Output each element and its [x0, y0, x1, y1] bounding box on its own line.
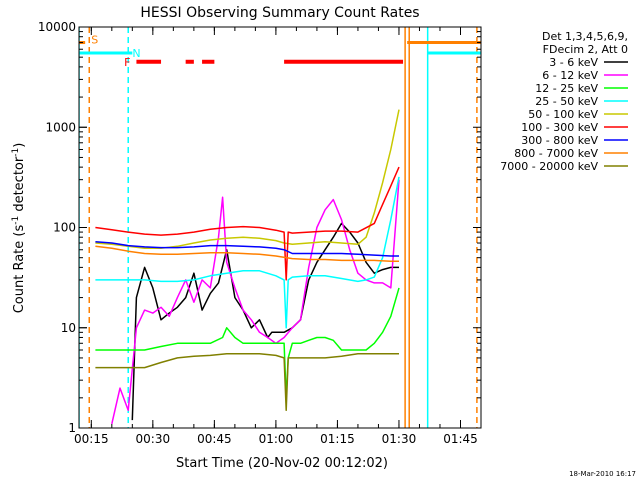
x-tick-label: 01:15	[320, 432, 355, 446]
series-line	[95, 109, 400, 250]
x-tick-label: 01:00	[259, 432, 294, 446]
legend-entry: 100 - 300 keV	[521, 121, 598, 134]
legend-entry: 3 - 6 keV	[549, 56, 598, 69]
y-axis-label-sup: -1	[11, 216, 21, 225]
y-axis-label-mid: detector	[12, 156, 27, 216]
y-tick-label: 10	[61, 321, 76, 335]
data-layer	[79, 27, 481, 428]
legend-entry: 7000 - 20000 keV	[500, 160, 598, 173]
legend-entry: 50 - 100 keV	[528, 108, 598, 121]
x-axis-label: Start Time (20-Nov-02 00:12:02)	[176, 456, 388, 471]
legend-entry: 800 - 7000 keV	[514, 147, 598, 160]
series-line	[95, 245, 399, 263]
y-tick-label: 10000	[38, 20, 76, 34]
series-line	[111, 179, 400, 425]
legend-entry: 12 - 25 keV	[535, 82, 598, 95]
x-tick-label: 01:30	[382, 432, 417, 446]
x-tick-label: 00:45	[197, 432, 232, 446]
x-tick-label: 00:30	[136, 432, 171, 446]
y-axis-label-prefix: Count Rate (s	[12, 225, 27, 314]
plot-area: 1 10 100 1000 10000 00:15 00:30 00:45 01:00 01:15…	[38, 20, 482, 446]
y-axis-label-sup2: -1	[11, 148, 21, 157]
x-tick-label: 01:45	[443, 432, 478, 446]
series-line	[95, 287, 400, 399]
legend-entry: 6 - 12 keV	[542, 69, 598, 82]
legend-header: FDecim 2, Att 0	[543, 43, 628, 56]
flag-label: F	[124, 56, 130, 69]
y-axis-label-suffix: )	[12, 143, 27, 148]
series-line	[95, 241, 399, 257]
y-axis-label: Count Rate (s-1 detector-1)	[11, 143, 27, 314]
legend: Det 1,3,4,5,6,9,FDecim 2, Att 03 - 6 keV…	[500, 30, 628, 173]
legend-entry: 25 - 50 keV	[535, 95, 598, 108]
series-line	[131, 222, 399, 421]
annotation: N	[132, 47, 140, 60]
legend-entry: 300 - 800 keV	[521, 134, 598, 147]
y-tick-label: 100	[53, 221, 76, 235]
y-tick-label: 1	[68, 421, 76, 435]
series-line	[95, 166, 400, 281]
series-line	[95, 353, 399, 412]
x-tick-label: 00:15	[74, 432, 109, 446]
chart-title: HESSI Observing Summary Count Rates	[140, 5, 419, 21]
y-tick-label: 1000	[45, 120, 76, 134]
legend-header: Det 1,3,4,5,6,9,	[542, 30, 628, 43]
footer-date: 18-Mar-2010 16:17	[569, 470, 636, 478]
series-line	[95, 176, 400, 329]
annotation: S	[91, 34, 98, 47]
